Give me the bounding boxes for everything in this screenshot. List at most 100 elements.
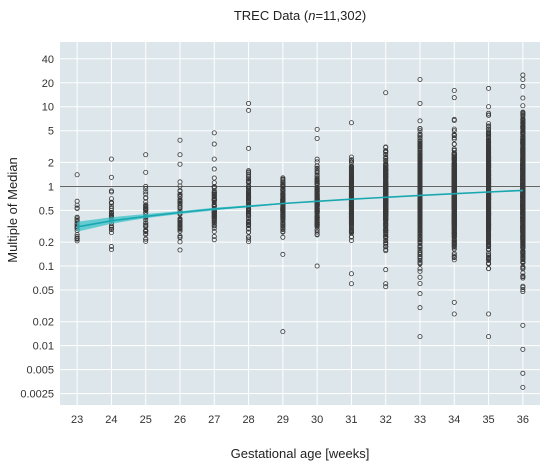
y-tick-label: 0.005: [26, 365, 54, 377]
data-point-outlier: [246, 107, 252, 113]
data-point: [417, 266, 423, 272]
y-tick-label: 0.1: [39, 261, 54, 273]
data-point: [520, 109, 526, 115]
plot-background: [60, 42, 540, 405]
data-point: [314, 231, 320, 237]
data-point: [486, 266, 492, 272]
data-point: [177, 200, 183, 206]
data-point: [348, 195, 354, 201]
data-point: [417, 228, 423, 234]
x-axis-label: Gestational age [weeks]: [231, 446, 370, 461]
data-point: [520, 166, 526, 172]
data-point: [383, 144, 389, 150]
data-point: [417, 172, 423, 178]
data-point: [417, 131, 423, 137]
x-tick-label: 34: [448, 414, 460, 426]
data-point: [177, 228, 183, 234]
data-point: [314, 214, 320, 220]
data-point-outlier: [383, 267, 389, 273]
data-point: [280, 222, 286, 228]
y-tick-label: 2: [48, 157, 54, 169]
data-point: [314, 175, 320, 181]
data-point: [280, 234, 286, 240]
data-point: [520, 230, 526, 236]
data-point: [246, 229, 252, 235]
data-point: [520, 138, 526, 144]
x-tick-labels: 23 24 25 26 27 28 29 30 31 32 33 34 35 36: [71, 414, 529, 426]
data-point: [348, 204, 354, 210]
data-point: [451, 217, 457, 223]
data-point: [211, 237, 217, 243]
data-point: [451, 252, 457, 258]
data-point: [486, 150, 492, 156]
data-point: [486, 142, 492, 148]
data-point: [417, 128, 423, 134]
y-tick-label: 0.02: [33, 317, 54, 329]
data-point: [486, 202, 492, 208]
data-point-outlier: [417, 305, 423, 311]
data-point: [520, 253, 526, 259]
data-point: [520, 123, 526, 129]
data-point: [280, 213, 286, 219]
chart-title: TREC Data (n=11,302): [234, 8, 366, 23]
data-point-outlier: [486, 334, 492, 340]
data-point: [417, 144, 423, 150]
data-point-outlier: [417, 291, 423, 297]
data-point: [280, 194, 286, 200]
data-point: [143, 236, 149, 242]
data-point-outlier: [486, 85, 492, 91]
data-point: [383, 206, 389, 212]
data-point: [417, 268, 423, 274]
data-point: [211, 223, 217, 229]
data-point: [451, 255, 457, 261]
data-point: [486, 130, 492, 136]
data-point: [383, 223, 389, 229]
data-point: [246, 192, 252, 198]
fit-curve-line: [76, 189, 523, 228]
data-point-outlier: [108, 189, 114, 195]
x-tick-label: 32: [380, 414, 392, 426]
data-point: [486, 260, 492, 266]
data-point: [417, 157, 423, 163]
data-point: [314, 166, 320, 172]
data-point-outlier: [383, 90, 389, 96]
data-point: [417, 252, 423, 258]
data-point: [451, 169, 457, 175]
data-point: [383, 173, 389, 179]
data-point: [314, 186, 320, 192]
data-point: [417, 174, 423, 180]
data-point: [177, 197, 183, 203]
data-point: [417, 225, 423, 231]
data-point: [211, 216, 217, 222]
data-point: [143, 207, 149, 213]
data-point: [348, 173, 354, 179]
data-point: [486, 159, 492, 165]
data-point-outlier: [280, 329, 286, 335]
data-point: [314, 208, 320, 214]
data-point: [451, 178, 457, 184]
x-tick-label: 31: [345, 414, 357, 426]
data-point: [417, 253, 423, 259]
data-point: [314, 197, 320, 203]
data-point: [486, 224, 492, 230]
data-point: [143, 191, 149, 197]
data-point-outlier: [74, 236, 80, 242]
data-point: [108, 211, 114, 217]
data-point: [348, 164, 354, 170]
data-point: [417, 135, 423, 141]
data-point: [451, 208, 457, 214]
data-point: [246, 188, 252, 194]
data-point: [246, 234, 252, 240]
data-point: [451, 257, 457, 263]
data-point: [486, 197, 492, 203]
data-point-outlier: [211, 156, 217, 162]
data-point: [280, 192, 286, 198]
x-tick-label: 27: [208, 414, 220, 426]
data-point: [314, 163, 320, 169]
data-point-outlier: [417, 100, 423, 106]
chart-title-prefix: TREC Data (: [234, 8, 309, 23]
y-tick-labels: 0.0025 0.005 0.01 0.02 0.05 0.1 0.2 0.5 1 2 5 10 20 4…: [20, 54, 54, 401]
data-point: [520, 95, 526, 101]
data-point: [451, 245, 457, 251]
data-point: [486, 169, 492, 175]
